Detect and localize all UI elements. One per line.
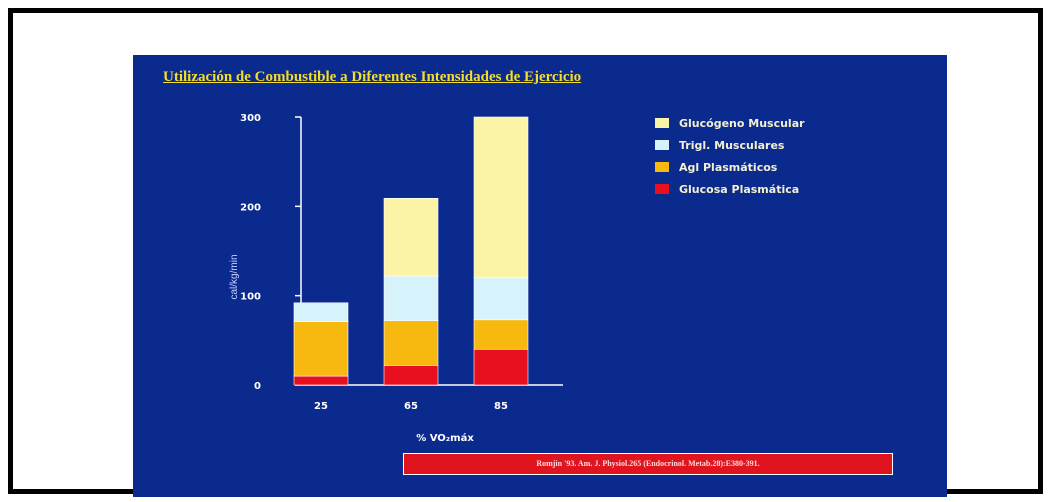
bar-segment <box>473 277 529 321</box>
legend-label: Agl Plasmáticos <box>679 161 778 174</box>
bar-segment <box>473 116 529 279</box>
y-tick-label: 200 <box>240 202 261 213</box>
legend-label: Glucosa Plasmática <box>679 183 799 196</box>
legend-label: Trigl. Musculares <box>679 139 785 152</box>
image-frame: Utilización de Combustible a Diferentes … <box>8 8 1043 497</box>
legend-swatch <box>655 162 669 172</box>
legend-swatch <box>655 140 669 150</box>
bars: 25 65 85 <box>293 116 529 412</box>
chart-svg: 0 100 200 300 cal/kg/min % VO₂máx 25 65 85 Gluc… <box>229 113 805 444</box>
chart-title: Utilización de Combustible a Diferentes … <box>163 69 582 85</box>
x-tick-label: 25 <box>314 401 328 412</box>
y-tick-label: 0 <box>254 381 261 392</box>
legend-swatch <box>655 118 669 128</box>
bar-segment <box>293 302 349 322</box>
y-axis-label: cal/kg/min <box>229 254 240 299</box>
bar-segment <box>383 320 439 366</box>
y-tick-label: 300 <box>240 113 261 124</box>
slide: Utilización de Combustible a Diferentes … <box>133 55 947 497</box>
bar-segment <box>383 197 439 277</box>
bar-segment <box>293 321 349 377</box>
y-tick-label: 100 <box>240 292 261 303</box>
bar-segment <box>383 275 439 321</box>
legend-swatch <box>655 184 669 194</box>
bar-segment <box>473 319 529 350</box>
bar-segment <box>473 348 529 386</box>
legend: Glucógeno Muscular Trigl. Musculares Agl P… <box>655 117 805 196</box>
citation: Romjin '93. Am. J. Physiol.265 (Endocrin… <box>403 453 893 475</box>
bar-segment <box>293 375 349 386</box>
x-axis-label: % VO₂máx <box>416 432 474 444</box>
x-tick-label: 65 <box>404 401 418 412</box>
bar-segment <box>383 365 439 386</box>
x-tick-label: 85 <box>494 401 508 412</box>
legend-label: Glucógeno Muscular <box>679 117 805 130</box>
